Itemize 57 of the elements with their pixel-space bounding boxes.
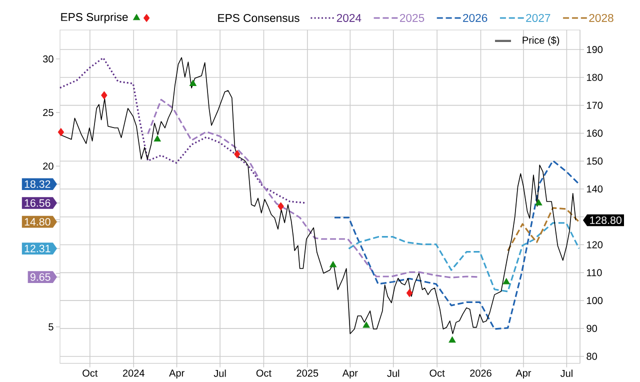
- y-tick-label: 25: [43, 108, 54, 116]
- point: [234, 150, 240, 158]
- y-tick-label: 12.31: [24, 244, 50, 252]
- y2-tick-label: 140: [587, 185, 603, 193]
- point: [278, 202, 284, 210]
- x-tick-label: Oct: [82, 370, 98, 377]
- x-tick-label: Jul: [560, 370, 572, 377]
- y2-tick-label: 150: [587, 158, 603, 165]
- legend-label: 2027: [526, 14, 550, 22]
- y-tick-label: 9.65: [30, 273, 50, 281]
- y2-tick-label: 120: [587, 241, 603, 248]
- y-tick-label: 16.56: [24, 199, 50, 207]
- point: [448, 336, 456, 343]
- point: [502, 278, 510, 284]
- text: EPS Surprise: [61, 12, 128, 24]
- x-tick-label: Jul: [214, 370, 226, 377]
- point: [330, 261, 337, 268]
- x-tick-label: Apr: [516, 370, 532, 379]
- y2-tick-label: 90: [586, 324, 597, 332]
- legend-label: 2026: [463, 14, 488, 22]
- y2-tick-label: 160: [587, 130, 603, 137]
- x-tick-label: 2024: [122, 370, 144, 377]
- x-tick-label: Apr: [169, 370, 184, 379]
- point: [535, 199, 542, 206]
- y-tick-label: 5: [48, 323, 54, 330]
- x-tick-label: Oct: [430, 370, 445, 377]
- y2-tick-label: 170: [587, 102, 603, 109]
- legend-label: 2024: [336, 14, 362, 22]
- x-tick-label: Apr: [342, 370, 358, 379]
- y2-tick-label: 190: [587, 46, 603, 54]
- y2-tick-label: 100: [587, 297, 603, 304]
- x-tick-label: 2025: [296, 370, 318, 377]
- text: Price ($): [522, 36, 560, 46]
- x-tick-label: Oct: [256, 370, 272, 377]
- point: [154, 135, 161, 142]
- x-tick-label: 2026: [470, 370, 492, 377]
- x-tick-label: Jul: [387, 370, 400, 377]
- line-series: [334, 160, 580, 330]
- y2-tick-label: 180: [587, 74, 603, 81]
- y2-tick-label: 80: [586, 352, 597, 360]
- line-series: [59, 57, 308, 204]
- y-tick-label: 20: [43, 162, 54, 170]
- y-tick-label: 30: [42, 55, 54, 62]
- y2-tick-label: 110: [587, 269, 602, 276]
- legend-title: EPS Consensus: [218, 14, 300, 22]
- point: [362, 322, 370, 328]
- legend-label: 2028: [589, 14, 614, 22]
- point: [189, 80, 196, 86]
- legend-label: 2025: [400, 14, 424, 22]
- y-tick-label: 14.80: [24, 218, 50, 226]
- line-series: [348, 222, 580, 292]
- data-label: 128.80: [590, 216, 622, 224]
- point: [406, 289, 413, 298]
- point: [101, 91, 108, 100]
- y-tick-label: 18.32: [24, 180, 50, 188]
- point: [58, 128, 64, 136]
- line-series: [507, 207, 580, 252]
